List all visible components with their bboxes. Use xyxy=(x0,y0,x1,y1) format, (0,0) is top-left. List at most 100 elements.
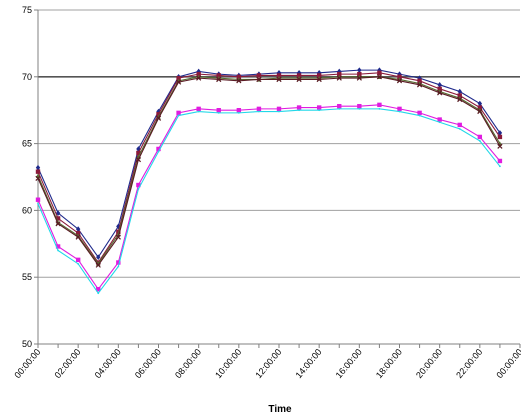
data-point xyxy=(397,74,402,79)
data-point xyxy=(356,75,362,81)
data-point xyxy=(157,150,160,153)
data-point xyxy=(156,146,161,152)
series-line xyxy=(37,108,501,295)
data-point xyxy=(35,164,41,171)
data-point xyxy=(55,221,61,227)
data-point xyxy=(296,105,302,110)
data-point xyxy=(497,134,503,140)
data-point xyxy=(177,114,180,117)
data-point xyxy=(256,76,262,83)
data-point xyxy=(136,150,141,156)
data-point xyxy=(437,117,442,122)
data-point xyxy=(176,75,181,81)
y-tick-label: 60 xyxy=(22,205,32,215)
data-point xyxy=(457,88,462,95)
data-point xyxy=(416,82,423,88)
x-tick-label: 08:00:00 xyxy=(173,347,203,380)
data-point xyxy=(276,76,282,83)
data-point xyxy=(396,78,403,84)
series-2 xyxy=(35,74,503,267)
x-axis-title: Time xyxy=(268,404,292,415)
data-point xyxy=(237,111,240,114)
gridlines xyxy=(38,9,520,278)
series-line xyxy=(37,69,501,259)
data-point xyxy=(316,76,322,83)
data-point xyxy=(497,158,503,164)
data-point xyxy=(216,73,221,78)
y-tick-label: 50 xyxy=(22,339,32,349)
data-point xyxy=(336,75,342,81)
data-point xyxy=(155,115,162,121)
data-point xyxy=(376,74,383,80)
axes xyxy=(34,9,521,348)
data-point xyxy=(55,216,61,221)
data-point xyxy=(116,229,121,234)
data-point xyxy=(398,110,401,113)
series-0 xyxy=(35,67,503,260)
data-point xyxy=(216,76,222,83)
data-point xyxy=(338,107,341,110)
x-tick-labels: 00:00:00 02:00:00 04:00:00 06:00:00 08:00:00… xyxy=(12,347,521,380)
y-tick-label: 65 xyxy=(22,139,32,149)
data-point xyxy=(258,110,260,113)
data-point xyxy=(35,197,41,202)
data-point xyxy=(457,96,463,103)
data-point xyxy=(96,254,101,260)
data-point xyxy=(417,78,422,84)
data-point xyxy=(499,165,501,168)
x-tick-label: 10:00:00 xyxy=(213,347,243,380)
x-tick-label: 00:00:00 xyxy=(12,347,42,380)
data-point xyxy=(75,230,81,236)
series-3 xyxy=(35,74,503,268)
data-point xyxy=(196,71,201,77)
data-point xyxy=(75,234,81,240)
x-tick-label: 14:00:00 xyxy=(294,347,324,380)
x-tick-label: 22:00:00 xyxy=(454,347,484,380)
data-point xyxy=(57,249,59,252)
series-1 xyxy=(35,70,503,265)
data-point xyxy=(156,114,161,120)
data-point xyxy=(156,108,161,115)
x-tick-label: 16:00:00 xyxy=(334,347,364,380)
data-point xyxy=(298,109,300,112)
data-point xyxy=(95,262,101,268)
data-point xyxy=(276,106,282,112)
data-point xyxy=(197,110,200,113)
data-point xyxy=(318,109,321,112)
x-tick-label: 04:00:00 xyxy=(93,347,123,380)
data-point xyxy=(377,70,382,75)
x-tick-label: 20:00:00 xyxy=(414,347,444,380)
data-point xyxy=(358,107,361,110)
data-point xyxy=(175,79,182,85)
data-point xyxy=(337,103,342,109)
data-point xyxy=(458,128,461,130)
data-point xyxy=(477,134,483,140)
data-point xyxy=(357,103,362,109)
data-point xyxy=(37,202,39,205)
data-point xyxy=(96,287,101,292)
y-tick-label: 70 xyxy=(22,72,32,82)
series-line xyxy=(37,104,501,291)
data-point xyxy=(316,105,322,110)
data-point xyxy=(256,106,262,112)
data-point xyxy=(357,71,362,77)
data-point xyxy=(77,262,80,265)
data-point xyxy=(176,110,181,116)
data-point xyxy=(357,67,362,73)
data-point xyxy=(497,143,503,149)
data-point xyxy=(196,75,202,81)
data-point xyxy=(378,107,381,110)
x-tick-label: 00:00:00 xyxy=(494,347,521,380)
data-point xyxy=(417,110,422,116)
x-tick-label: 06:00:00 xyxy=(133,347,163,380)
data-point xyxy=(377,102,382,108)
data-point xyxy=(276,73,282,78)
data-point xyxy=(236,108,242,113)
y-tick-label: 55 xyxy=(22,272,32,282)
data-point xyxy=(477,108,483,115)
data-point xyxy=(296,73,302,78)
series-line xyxy=(37,76,501,267)
y-tick-label: 75 xyxy=(22,5,32,15)
x-tick-label: 12:00:00 xyxy=(253,347,283,380)
